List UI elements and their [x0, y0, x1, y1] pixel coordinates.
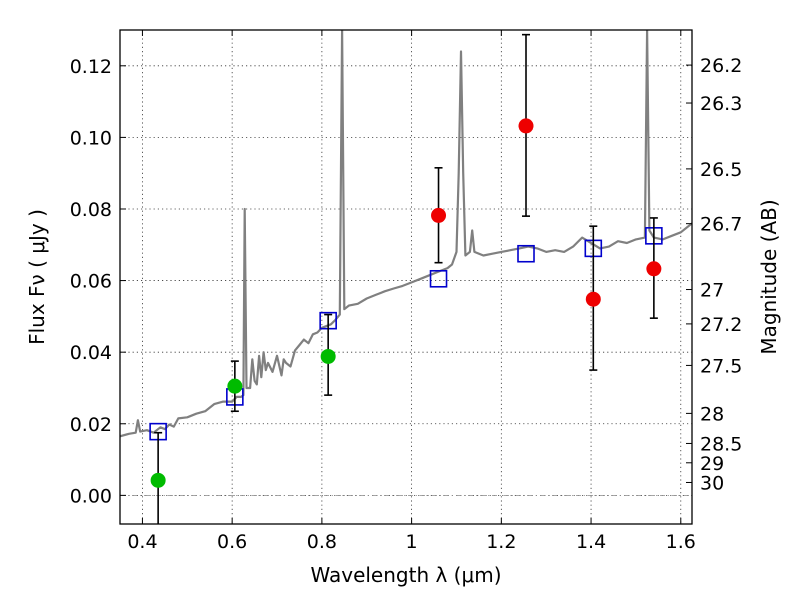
y2-axis-label: Magnitude (AB)	[757, 199, 781, 354]
y-tick-label: 0.12	[70, 56, 112, 78]
y-tick-label: 0.10	[70, 127, 112, 149]
x-axis-ticks: 0.4 0.6 0.8 1 1.2 1.4 1.6	[127, 30, 696, 553]
y2-tick-label: 29	[700, 453, 724, 475]
y-tick-label: 0.06	[70, 271, 112, 293]
x-tick-label: 0.6	[217, 531, 247, 553]
plot-frame	[119, 29, 693, 525]
grid-lines	[120, 30, 692, 524]
observed-flux-point	[150, 472, 166, 488]
y2-tick-label: 26.3	[700, 93, 742, 115]
y-tick-label: 0.08	[70, 199, 112, 221]
y-axis-ticks: 0.00 0.02 0.04 0.06 0.08 0.10 0.12	[70, 56, 126, 507]
x-axis-label: Wavelength λ (μm)	[310, 563, 501, 587]
y-axis-label: Flux Fν ( μJy )	[25, 209, 49, 345]
x-tick-label: 1.4	[576, 531, 606, 553]
x-tick-label: 1.2	[486, 531, 516, 553]
observed-flux-point	[518, 118, 534, 134]
x-tick-label: 0.4	[127, 531, 157, 553]
y2-tick-label: 28.5	[700, 433, 742, 455]
plot-marks	[120, 30, 692, 524]
plot-area	[120, 30, 692, 524]
model-spectrum-line	[120, 30, 692, 438]
y2-tick-label: 30	[700, 472, 724, 494]
observed-flux-point	[320, 348, 336, 364]
x-tick-label: 1.6	[666, 531, 696, 553]
x-tick-label: 0.8	[307, 531, 337, 553]
y2-tick-label: 26.5	[700, 159, 742, 181]
y2-tick-label: 26.2	[700, 55, 742, 77]
y-tick-label: 0.04	[70, 342, 112, 364]
observed-flux-point	[646, 261, 662, 277]
observed-flux-point	[227, 378, 243, 394]
y2-tick-label: 27.5	[700, 355, 742, 377]
y2-tick-label: 28	[700, 403, 724, 425]
model-photometry-square	[429, 269, 448, 288]
y2-tick-label: 27.2	[700, 314, 742, 336]
observed-flux-point	[585, 291, 601, 307]
y2-tick-label: 27	[700, 280, 724, 302]
x-tick-label: 1	[406, 531, 418, 553]
y2-tick-label: 26.7	[700, 214, 742, 236]
model-photometry-square	[517, 244, 535, 263]
observed-flux-point	[431, 207, 447, 223]
y-tick-label: 0.00	[70, 485, 112, 507]
y-tick-label: 0.02	[70, 414, 112, 436]
